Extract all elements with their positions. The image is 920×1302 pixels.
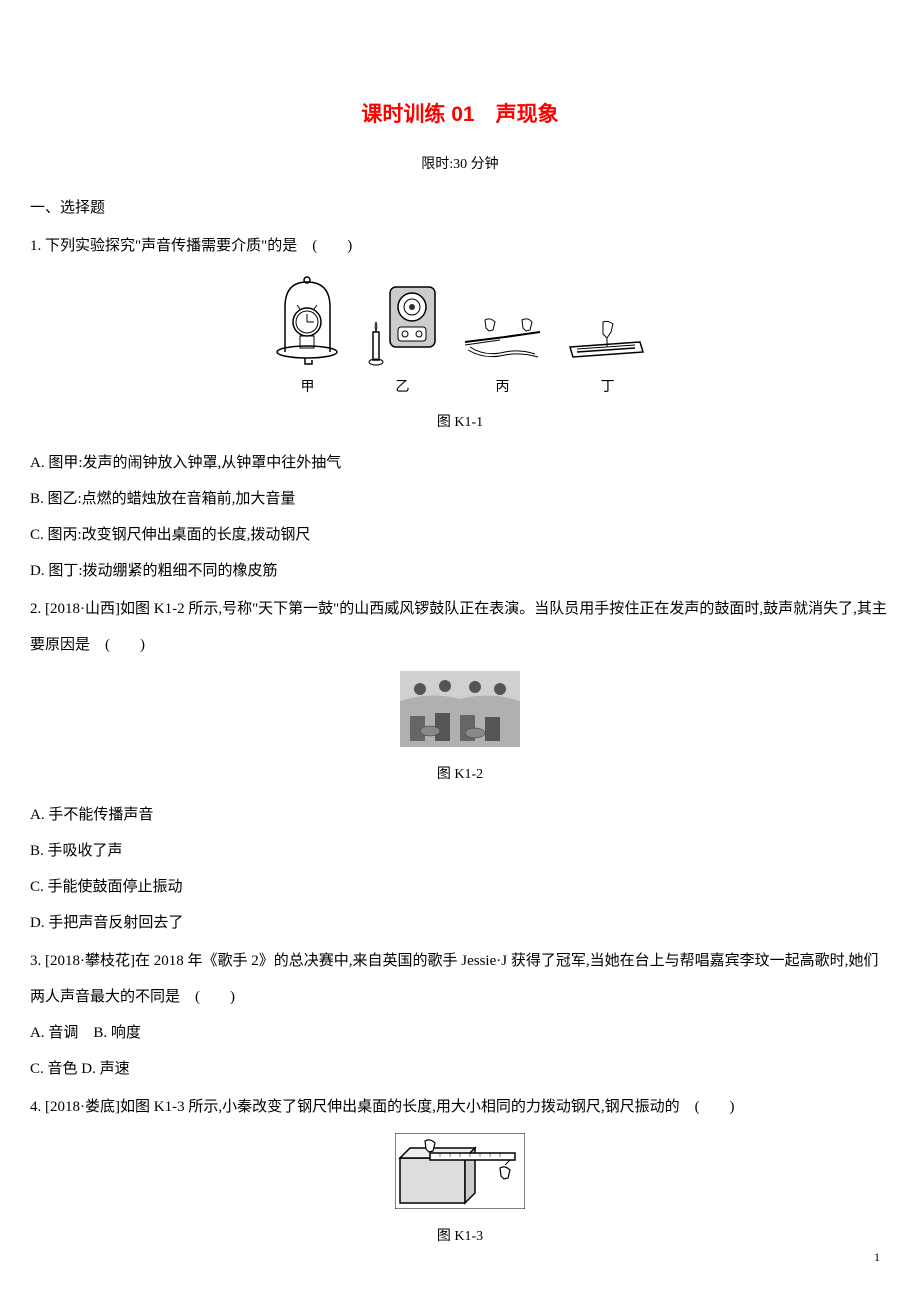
speaker-candle-icon xyxy=(365,282,440,367)
drum-photo-icon xyxy=(400,671,520,747)
page-number: 1 xyxy=(874,1243,880,1272)
question-2: 2. [2018·山西]如图 K1-2 所示,号称"天下第一鼓"的山西威风锣鼓队… xyxy=(30,591,890,941)
q1-option-c: C. 图丙:改变钢尺伸出桌面的长度,拨动钢尺 xyxy=(30,517,890,553)
q2-option-b: B. 手吸收了声 xyxy=(30,833,890,869)
page-title: 课时训练 01 声现象 xyxy=(30,90,890,140)
q1-fig-a: 甲 xyxy=(270,272,345,405)
question-4: 4. [2018·娄底]如图 K1-3 所示,小秦改变了钢尺伸出桌面的长度,用大… xyxy=(30,1089,890,1251)
q2-fig-caption: 图 K1-2 xyxy=(30,761,890,789)
ruler-table-icon xyxy=(395,1133,525,1209)
q1-label-a: 甲 xyxy=(301,371,315,405)
q4-stem: 4. [2018·娄底]如图 K1-3 所示,小秦改变了钢尺伸出桌面的长度,用大… xyxy=(30,1089,890,1125)
q1-option-a: A. 图甲:发声的闹钟放入钟罩,从钟罩中往外抽气 xyxy=(30,445,890,481)
rubber-band-icon xyxy=(565,312,650,367)
q1-fig-b: 乙 xyxy=(365,282,440,405)
time-limit: 限时:30 分钟 xyxy=(30,148,890,182)
q1-stem: 1. 下列实验探究"声音传播需要介质"的是 ( ) xyxy=(30,228,890,264)
bell-jar-icon xyxy=(270,272,345,367)
q2-stem: 2. [2018·山西]如图 K1-2 所示,号称"天下第一鼓"的山西威风锣鼓队… xyxy=(30,591,890,663)
q1-figure-row: 甲 乙 xyxy=(30,272,890,405)
q3-stem: 3. [2018·攀枝花]在 2018 年《歌手 2》的总决赛中,来自英国的歌手… xyxy=(30,943,890,1015)
q3-option-a: A. 音调 xyxy=(30,1025,78,1041)
q1-label-b: 乙 xyxy=(396,371,410,405)
ruler-desk-icon xyxy=(460,312,545,367)
q3-options-row2: C. 音色 D. 声速 xyxy=(30,1051,890,1087)
q2-figure-container: 图 K1-2 xyxy=(30,671,890,789)
q1-label-c: 丙 xyxy=(496,371,510,405)
q2-option-d: D. 手把声音反射回去了 xyxy=(30,905,890,941)
section-title: 一、选择题 xyxy=(30,190,890,226)
q1-option-d: D. 图丁:拨动绷紧的粗细不同的橡皮筋 xyxy=(30,553,890,589)
q1-fig-caption: 图 K1-1 xyxy=(30,409,890,437)
q1-fig-c: 丙 xyxy=(460,312,545,405)
q4-figure-container: 图 K1-3 xyxy=(30,1133,890,1251)
q3-option-c: C. 音色 xyxy=(30,1061,78,1077)
q2-option-a: A. 手不能传播声音 xyxy=(30,797,890,833)
q3-options-row1: A. 音调 B. 响度 xyxy=(30,1015,890,1051)
q3-option-b: B. 响度 xyxy=(93,1025,141,1041)
q1-option-b: B. 图乙:点燃的蜡烛放在音箱前,加大音量 xyxy=(30,481,890,517)
q2-option-c: C. 手能使鼓面停止振动 xyxy=(30,869,890,905)
q4-fig-caption: 图 K1-3 xyxy=(30,1223,890,1251)
q3-option-d: D. 声速 xyxy=(81,1061,129,1077)
q1-fig-d: 丁 xyxy=(565,312,650,405)
question-1: 1. 下列实验探究"声音传播需要介质"的是 ( ) 甲 xyxy=(30,228,890,589)
question-3: 3. [2018·攀枝花]在 2018 年《歌手 2》的总决赛中,来自英国的歌手… xyxy=(30,943,890,1087)
q1-label-d: 丁 xyxy=(601,371,615,405)
q1-figure-container: 甲 乙 xyxy=(30,272,890,437)
